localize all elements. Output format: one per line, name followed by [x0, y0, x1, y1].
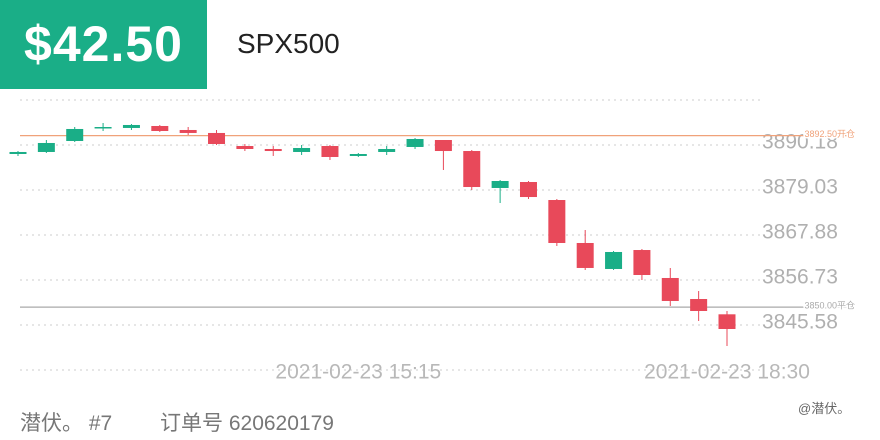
candle-body — [293, 147, 311, 152]
candle-body — [576, 242, 594, 268]
x-tick-label: 2021-02-23 18:30 — [644, 361, 810, 384]
candle-body — [548, 200, 566, 243]
y-tick-label: 3867.88 — [762, 221, 838, 244]
candle-body — [94, 127, 112, 129]
candle-body — [406, 138, 424, 147]
user-label: 潜伏。 #7 — [20, 412, 113, 435]
y-tick-label: 3845.58 — [762, 311, 838, 334]
candle-body — [718, 314, 736, 329]
candle-body — [122, 124, 140, 128]
amount-badge: $42.50 — [0, 0, 207, 89]
candle-body — [236, 146, 254, 149]
y-tick-label: 3890.18 — [762, 131, 838, 154]
candle-body — [519, 182, 537, 198]
candle-body — [661, 277, 679, 301]
candle-body — [434, 139, 452, 152]
candle-body — [208, 132, 226, 144]
x-tick-label: 2021-02-23 15:15 — [275, 361, 441, 384]
candle-body — [463, 151, 481, 188]
order-label: 订单号 620620179 — [160, 412, 334, 435]
candle-body — [633, 250, 651, 275]
reference-label: 3850.00平仓 — [804, 300, 855, 311]
candle-body — [37, 142, 55, 152]
candle-body — [321, 146, 339, 157]
y-tick-label: 3856.73 — [762, 266, 838, 289]
symbol: SPX500 — [237, 28, 340, 59]
candle-body — [378, 148, 396, 152]
y-tick-label: 3879.03 — [762, 176, 838, 199]
candle-body — [66, 128, 84, 142]
candle-body — [349, 154, 367, 156]
candle-body — [264, 148, 282, 152]
candle-body — [605, 251, 623, 269]
candle-body — [690, 299, 708, 311]
candle-body — [151, 125, 169, 131]
candle-body — [9, 151, 27, 154]
candle-body — [179, 129, 197, 133]
reference-label: 3892.50开仓 — [804, 128, 855, 139]
candle-body — [491, 181, 509, 188]
watermark: @潜伏。 — [798, 401, 851, 416]
